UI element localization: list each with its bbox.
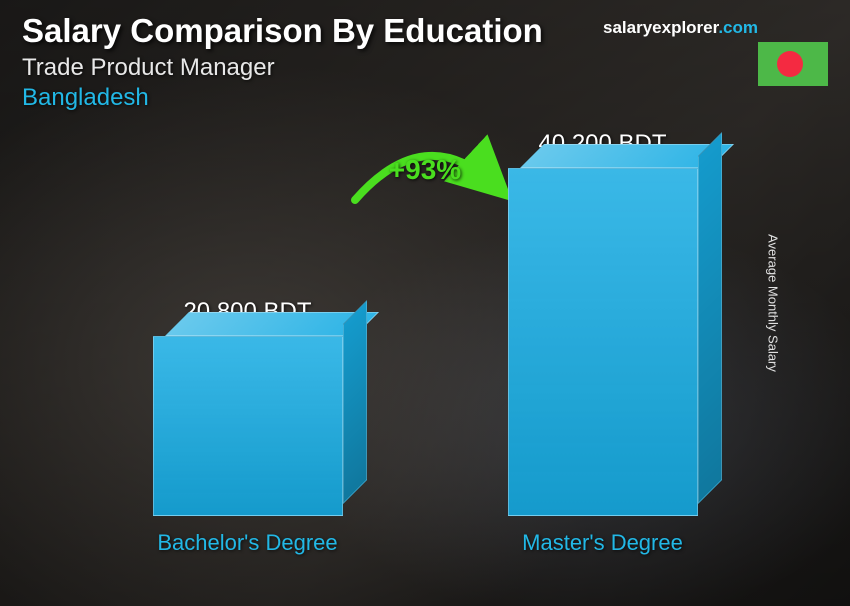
flag-circle-icon <box>777 51 803 77</box>
bar-side-face <box>343 300 367 504</box>
bar-front-face <box>508 168 698 516</box>
bar-label: Bachelor's Degree <box>157 530 337 556</box>
country-flag <box>758 42 828 86</box>
bar-group: 20,800 BDTBachelor's Degree <box>118 298 378 556</box>
bar-group: 40,200 BDTMaster's Degree <box>473 130 733 556</box>
bar-chart: 20,800 BDTBachelor's Degree40,200 BDTMas… <box>70 160 780 556</box>
bar-front-face <box>153 336 343 516</box>
brand-logo: salaryexplorer.com <box>603 18 758 38</box>
bar-side-face <box>698 132 722 504</box>
job-title: Trade Product Manager <box>22 54 828 82</box>
country-name: Bangladesh <box>22 84 828 112</box>
bar-label: Master's Degree <box>522 530 683 556</box>
brand-text-1: salaryexplorer <box>603 18 718 37</box>
bar-3d <box>508 168 698 516</box>
bar-3d <box>153 336 343 516</box>
brand-text-2: .com <box>718 18 758 37</box>
